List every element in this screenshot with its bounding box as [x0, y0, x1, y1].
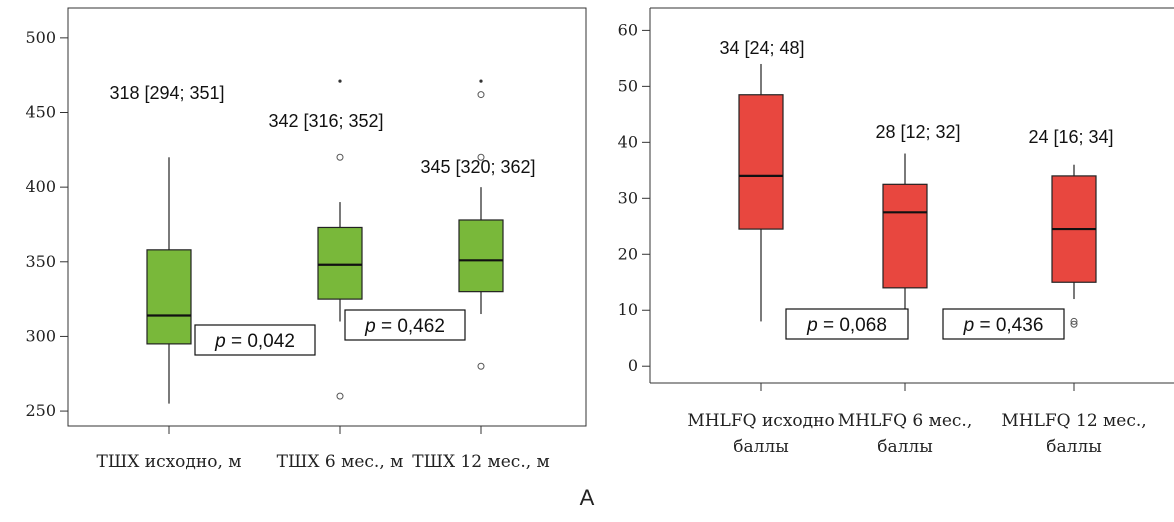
box-iqr [458, 219, 504, 293]
x-category-label: ТШХ 12 мес., м [412, 452, 550, 472]
left-chart-panel: 250 300 350 400 450 500 ТШХ исходно, м ТШХ 6 ме… [25, 7, 587, 472]
outlier-point [477, 153, 485, 161]
y-tick-label: 40 [618, 132, 638, 151]
y-tick-label: 500 [25, 28, 56, 47]
outlier-point [336, 153, 344, 161]
x-category-label: ТШХ 6 мес., м [277, 452, 404, 472]
p-value-text: = 0,462 [376, 316, 445, 337]
median-iqr-label: 28 [12; 32] [875, 122, 960, 142]
median-iqr-label: 345 [320; 362] [420, 157, 535, 177]
median-iqr-label: 24 [16; 34] [1028, 127, 1113, 147]
x-category-label-line: баллы [1046, 437, 1102, 457]
median-iqr-label: 34 [24; 48] [719, 38, 804, 58]
p-value-box [785, 308, 909, 340]
panel-letter: A [580, 485, 595, 510]
y-tick-label: 400 [25, 177, 56, 196]
p-value-label: p = 0,462 [364, 316, 445, 337]
p-value-label: p = 0,068 [806, 315, 887, 336]
p-value-box [344, 309, 466, 341]
y-tick-label: 300 [25, 326, 56, 345]
right-chart-panel: 0 10 20 30 40 50 60 MHLFQ исходно баллы MHLFQ 6 м… [618, 7, 1174, 457]
box-iqr [738, 94, 784, 230]
y-tick-label: 0 [628, 356, 638, 375]
box-iqr [146, 249, 192, 345]
box-iqr [317, 226, 363, 300]
p-value-box [194, 324, 316, 356]
x-category-label-line: MHLFQ 12 мес., [1001, 411, 1146, 431]
y-tick-label: 20 [618, 244, 638, 263]
p-value-prefix: p [963, 315, 975, 336]
x-category-label-line: баллы [877, 437, 933, 457]
y-tick-label: 50 [618, 76, 638, 95]
y-tick-label: 350 [25, 252, 56, 271]
outlier-point [1070, 317, 1078, 325]
p-value-box [942, 308, 1065, 340]
x-category-label-line: баллы [733, 437, 789, 457]
p-value-prefix: p [214, 331, 226, 352]
median-iqr-label: 318 [294; 351] [109, 83, 224, 103]
x-category-label: ТШХ исходно, м [97, 452, 242, 472]
y-tick-label: 60 [618, 20, 638, 39]
plot-frame [67, 7, 587, 427]
y-tick-label: 450 [25, 103, 56, 122]
outlier-point [477, 362, 485, 370]
p-value-text: = 0,042 [226, 331, 295, 352]
p-value-label: p = 0,436 [963, 315, 1044, 336]
y-tick-label: 10 [618, 300, 638, 319]
outlier-point [477, 91, 485, 99]
box-iqr [882, 183, 928, 289]
x-category-label-line: MHLFQ 6 мес., [838, 411, 973, 431]
median-iqr-label: 342 [316; 352] [268, 111, 383, 131]
outlier-point [336, 392, 344, 400]
outlier-point [1070, 320, 1078, 328]
p-value-prefix: p [364, 316, 376, 337]
x-category-label-line: MHLFQ исходно [687, 411, 834, 431]
p-value-text: = 0,436 [974, 315, 1043, 336]
p-value-text: = 0,068 [818, 315, 887, 336]
y-tick-label: 30 [618, 188, 638, 207]
y-tick-label: 250 [25, 401, 56, 420]
p-value-label: p = 0,042 [214, 331, 295, 352]
extreme-point [338, 79, 342, 83]
extreme-point [479, 79, 483, 83]
p-value-prefix: p [806, 315, 818, 336]
